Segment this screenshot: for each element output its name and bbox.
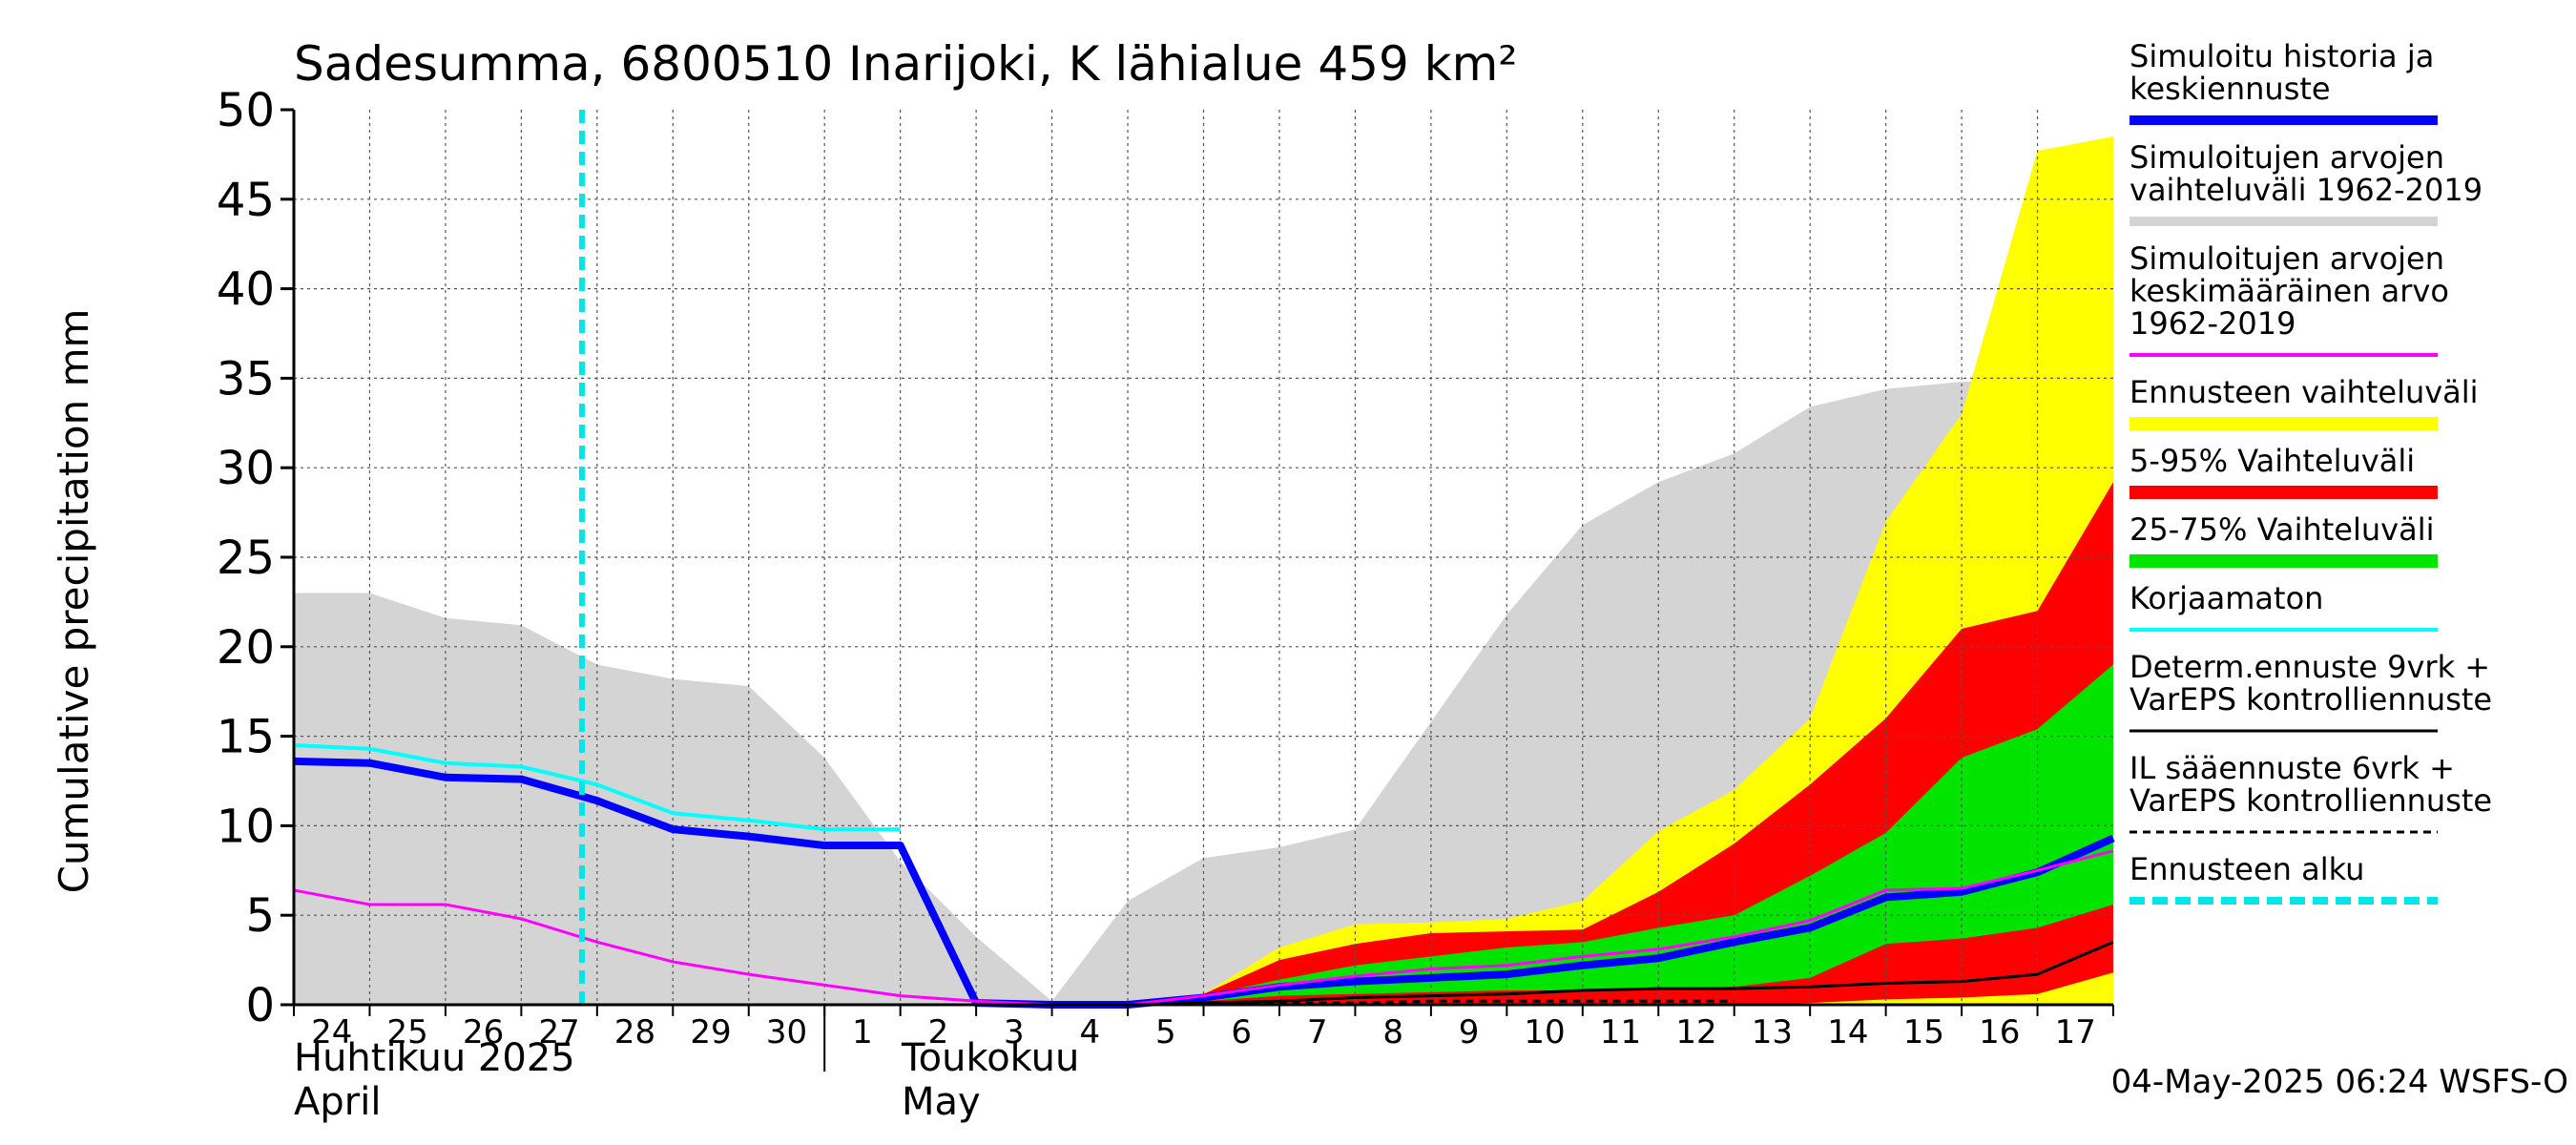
x-tick-label: 30: [766, 1013, 807, 1051]
x-tick-label: 26: [463, 1013, 504, 1051]
legend-label: Ennusteen alku: [2129, 851, 2364, 887]
y-tick-label: 10: [217, 800, 275, 853]
x-tick-label: 2: [928, 1013, 949, 1051]
x-tick-label: 13: [1752, 1013, 1793, 1051]
x-tick-label: 8: [1382, 1013, 1403, 1051]
x-tick-label: 5: [1155, 1013, 1176, 1051]
legend-label: Ennusteen vaihteluväli: [2129, 374, 2479, 410]
y-tick-label: 45: [217, 174, 275, 227]
legend-label: 5-95% Vaihteluväli: [2129, 443, 2415, 479]
y-tick-label: 0: [245, 979, 275, 1032]
y-tick-label: 35: [217, 352, 275, 406]
legend-label: VarEPS kontrolliennuste: [2129, 782, 2492, 819]
legend-label: Simuloitujen arvojen: [2129, 139, 2444, 176]
y-tick-label: 5: [245, 889, 275, 943]
y-tick-label: 20: [217, 621, 275, 675]
month-label-may-fi: Toukokuu: [901, 1036, 1079, 1080]
x-tick-label: 29: [690, 1013, 731, 1051]
x-tick-label: 3: [1004, 1013, 1025, 1051]
x-tick-label: 6: [1231, 1013, 1252, 1051]
x-tick-label: 11: [1600, 1013, 1641, 1051]
legend-label: IL sääennuste 6vrk +: [2129, 750, 2455, 786]
y-axis-label: Cumulative precipitation mm: [51, 309, 97, 894]
month-label-may-en: May: [902, 1080, 981, 1124]
legend-label: vaihteluväli 1962-2019: [2129, 172, 2483, 208]
legend-item-5-95-vaihteluv-li: 5-95% Vaihteluväli: [2129, 443, 2438, 499]
x-tick-label: 16: [1979, 1013, 2020, 1051]
band-25-75-vaihteluv-li: [1051, 664, 2113, 1005]
x-tick-label: 4: [1079, 1013, 1100, 1051]
legend-label: keskimääräinen arvo: [2129, 273, 2449, 309]
series-simuloitujen-arvojen-keskim-r-inen-arvo-1962-2019: [293, 849, 2114, 1007]
x-tick-label: 9: [1459, 1013, 1480, 1051]
y-tick-label: 25: [217, 531, 275, 585]
legend-label: 1962-2019: [2129, 305, 2296, 342]
y-tick-label: 30: [217, 442, 275, 495]
y-tick-label: 15: [217, 711, 275, 764]
legend-item-determ-ennuste-9vrk-vareps-kontrolliennuste: Determ.ennuste 9vrk +VarEPS kontrollienn…: [2129, 649, 2492, 733]
legend-label: Simuloitujen arvojen: [2129, 240, 2444, 277]
legend-item-korjaamaton: Korjaamaton: [2129, 580, 2438, 632]
legend-label: 25-75% Vaihteluväli: [2129, 511, 2434, 548]
x-tick-label: 10: [1524, 1013, 1565, 1051]
series-determ-ennuste-9vrk-vareps-kontrolliennuste: [1051, 940, 2114, 1007]
x-tick-label: 12: [1675, 1013, 1716, 1051]
x-tick-label: 1: [852, 1013, 873, 1051]
legend: Simuloitu historia jakeskiennusteSimuloi…: [2129, 38, 2492, 905]
legend-item-25-75-vaihteluv-li: 25-75% Vaihteluväli: [2129, 511, 2438, 568]
band-layer: [294, 136, 2113, 1005]
legend-item-ennusteen-alku: Ennusteen alku: [2129, 851, 2438, 905]
x-tick-label: 28: [614, 1013, 655, 1051]
x-tick-label: 7: [1307, 1013, 1328, 1051]
legend-item-ennusteen-vaihteluv-li: Ennusteen vaihteluväli: [2129, 374, 2479, 430]
x-tick-label: 24: [311, 1013, 352, 1051]
legend-label: Simuloitu historia ja: [2129, 38, 2434, 74]
legend-label: Korjaamaton: [2129, 580, 2323, 616]
y-tick-label: 50: [217, 84, 275, 137]
grid-layer: [294, 110, 2113, 1005]
x-tick-label: 15: [1903, 1013, 1944, 1051]
chart-title: Sadesumma, 6800510 Inarijoki, K lähialue…: [294, 36, 1517, 92]
x-tick-label: 27: [538, 1013, 579, 1051]
legend-label: keskiennuste: [2129, 71, 2331, 107]
legend-label: Determ.ennuste 9vrk +: [2129, 649, 2490, 685]
x-tick-label: 25: [387, 1013, 428, 1051]
y-tick-label: 40: [217, 263, 275, 317]
x-tick-label: 14: [1827, 1013, 1868, 1051]
x-tick-label: 17: [2055, 1013, 2096, 1051]
legend-label: VarEPS kontrolliennuste: [2129, 681, 2492, 718]
series-simuloitu-historia-ja-keskiennuste: [293, 757, 2115, 1009]
month-label-april-en: April: [294, 1080, 381, 1124]
legend-item-il-s-ennuste-6vrk-vareps-kontrolliennuste: IL sääennuste 6vrk + VarEPS kontrollienn…: [2129, 750, 2492, 834]
series-korjaamaton: [293, 742, 901, 832]
month-label-april-fi: Huhtikuu 2025: [294, 1036, 575, 1080]
timestamp: 04-May-2025 06:24 WSFS-O: [2111, 1063, 2568, 1101]
